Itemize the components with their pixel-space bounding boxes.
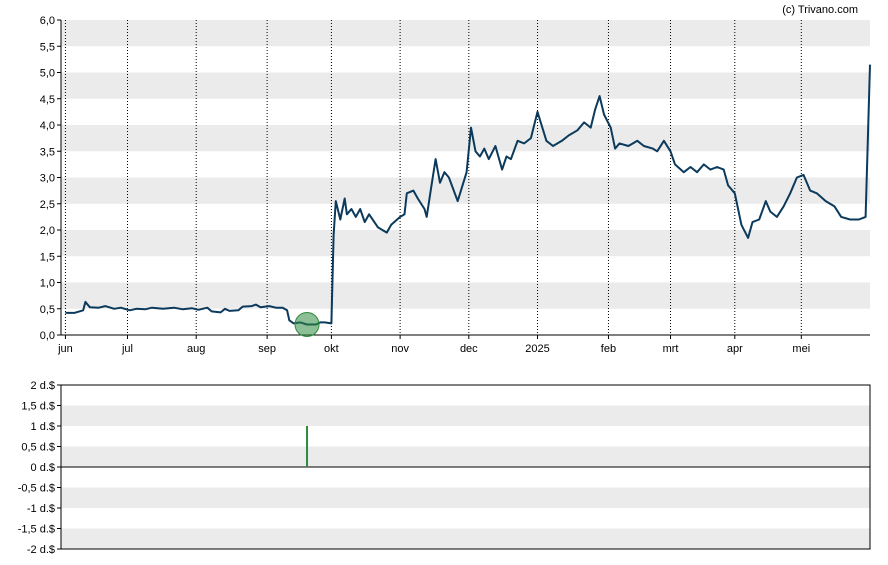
price-chart-y-tick-label: 2,0 [40,225,55,237]
price-chart-x-tick-label: sep [258,343,276,355]
price-chart-y-tick-label: 6,0 [40,15,55,27]
dividend-chart-y-ticks: 2 d.$ 1,5 d.$ 1 d.$ 0,5 d.$ 0 d.$ -0,5 d.$ -1 … [18,380,61,556]
price-chart-band [61,282,870,309]
dividend-chart-y-tick-label: 1 d.$ [31,421,55,433]
price-chart-y-tick-label: 4,5 [40,94,55,106]
price-chart-x-tick-label: feb [601,343,616,355]
dividend-event-marker [294,312,320,337]
price-chart-x-tick-label: apr [727,343,743,355]
dividend-chart-band [61,446,870,467]
price-chart-band [61,125,870,152]
price-chart-y-tick-label: 0,0 [40,330,55,342]
dividend-chart-band [61,528,870,549]
dividend-chart-y-tick-label: -1,5 d.$ [18,524,55,536]
price-chart-y-tick-label: 5,0 [40,68,55,80]
price-chart-line-series [65,64,871,326]
dividend-chart-band [61,405,870,426]
credit-text: (c) Trivano.com [782,4,858,16]
price-chart-y-tick-label: 1,5 [40,251,55,263]
price-chart-x-tick-label: mei [792,343,810,355]
price-chart-x-tick-label: jul [121,343,133,355]
price-chart-y-tick-label: 3,0 [40,173,55,185]
price-chart-y-tick-label: 4,0 [40,120,55,132]
dividend-chart-y-tick-label: -0,5 d.$ [18,483,55,495]
price-chart-y-tick-label: 3,5 [40,146,55,158]
price-chart-event-marker [294,312,320,337]
price-chart-x-tick-label: dec [460,343,478,355]
price-chart-x-tick-label: jun [57,343,73,355]
dividend-chart-bands [61,405,870,549]
price-chart-band [61,177,870,204]
dividend-chart-y-tick-label: -2 d.$ [27,544,55,556]
dividend-chart-y-tick-label: 0,5 d.$ [21,442,55,454]
price-chart-x-tick-label: mrt [663,343,679,355]
price-chart-band [61,20,870,47]
price-chart-band [61,72,870,99]
price-chart-y-tick-label: 5,5 [40,41,55,53]
price-chart-y-tick-label: 2,5 [40,199,55,211]
price-line [65,64,871,326]
dividend-chart-y-tick-label: 1,5 d.$ [21,401,55,413]
dividend-chart-y-tick-label: 2 d.$ [31,380,55,392]
price-chart-y-ticks: 0,0 0,5 1,0 1,5 2,0 2,5 3,0 3,5 4,0 4,5 5,0 5,5 6,0 [40,15,61,342]
price-chart-y-tick-label: 1,0 [40,278,55,290]
price-chart-x-tick-label: okt [324,343,339,355]
dividend-chart-y-tick-label: -1 d.$ [27,503,55,515]
price-chart-x-ticks: jun jul aug sep okt nov dec 2025 feb mrt apr mei [57,335,810,355]
dividend-chart-band [61,487,870,508]
dividend-chart-y-tick-label: 0 d.$ [31,462,55,474]
price-chart-y-tick-label: 0,5 [40,304,55,316]
price-chart-bands [61,20,870,309]
price-chart-x-tick-label: 2025 [525,343,549,355]
price-chart-x-tick-label: nov [391,343,409,355]
price-chart-x-tick-label: aug [187,343,205,355]
